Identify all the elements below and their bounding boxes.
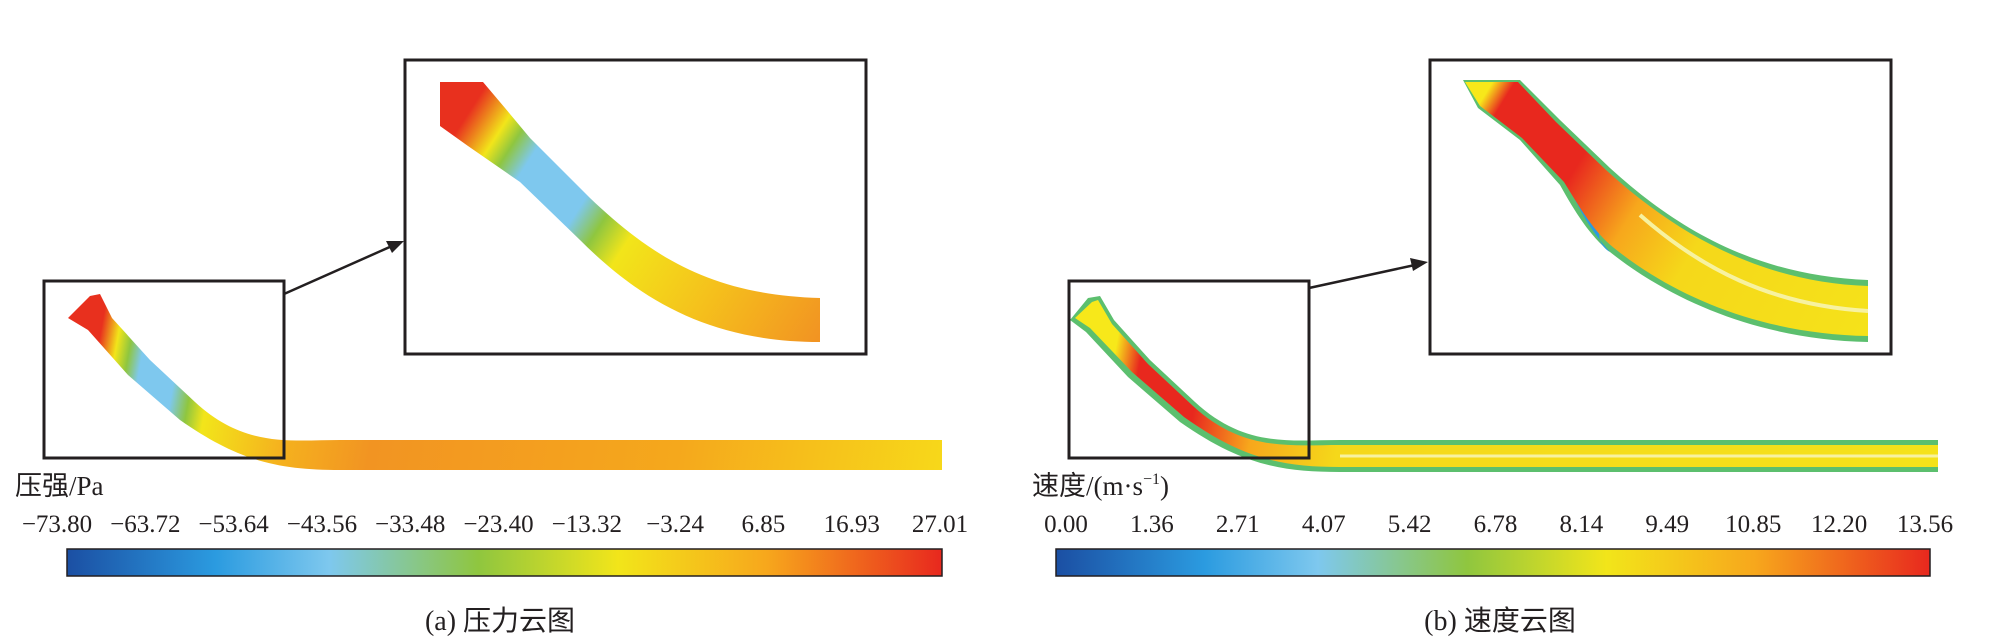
panel-b: 速度/(m·s−1) 0.00 1.36 2.71 4.07 5.42 6.78 8.14 9… <box>1032 58 1953 637</box>
pressure-tick-label: −23.40 <box>463 511 533 538</box>
zoom-arrow-b <box>1308 263 1416 290</box>
unit-label-b: 速度/(m·s−1) <box>1032 471 1169 501</box>
zoom-arrow-a <box>283 244 393 296</box>
zoom-source-box-b <box>1067 279 1311 460</box>
colorbar-b <box>1055 548 1931 577</box>
pressure-tick-label: 27.01 <box>912 511 968 538</box>
panel-a: 压强/Pa −73.80 −63.72 −53.64 −43.56 −33.48 −23.… <box>15 58 968 637</box>
velocity-tick-label: 0.00 <box>1044 511 1088 538</box>
velocity-tick-label: 6.78 <box>1474 511 1518 538</box>
velocity-tick-label: 10.85 <box>1725 511 1781 538</box>
colorbar-ticks-b: 0.00 1.36 2.71 4.07 5.42 6.78 8.14 9.49 10.85 12.… <box>1044 511 1953 538</box>
pressure-tick-label: −73.80 <box>22 511 92 538</box>
velocity-tick-label: 2.71 <box>1216 511 1260 538</box>
pressure-tick-label: −3.24 <box>646 511 704 538</box>
pressure-tick-label: −43.56 <box>287 511 357 538</box>
velocity-tick-label: 12.20 <box>1811 511 1867 538</box>
velocity-tick-label: 4.07 <box>1302 511 1346 538</box>
velocity-tick-label: 13.56 <box>1897 511 1953 538</box>
velocity-pipe <box>1070 296 1938 472</box>
velocity-tick-label: 8.14 <box>1560 511 1604 538</box>
pressure-tick-label: 6.85 <box>742 511 786 538</box>
velocity-tick-label: 9.49 <box>1645 511 1689 538</box>
pressure-tick-label: −33.48 <box>375 511 445 538</box>
pressure-pipe <box>68 294 942 470</box>
pressure-tick-label: −53.64 <box>198 511 269 538</box>
zoom-arrow-head-b <box>1410 258 1428 271</box>
pressure-pipe-zoom <box>440 82 820 342</box>
unit-label-a: 压强/Pa <box>15 471 104 501</box>
caption-b: (b) 速度云图 <box>1424 605 1576 637</box>
velocity-tick-label: 1.36 <box>1130 511 1174 538</box>
pressure-tick-label: −63.72 <box>110 511 180 538</box>
pressure-tick-label: −13.32 <box>552 511 622 538</box>
caption-a: (a) 压力云图 <box>425 605 575 637</box>
colorbar-a <box>66 548 943 577</box>
velocity-pipe-zoom <box>1463 80 1869 342</box>
colorbar-ticks-a: −73.80 −63.72 −53.64 −43.56 −33.48 −23.40 −13.… <box>22 511 968 538</box>
velocity-tick-label: 5.42 <box>1388 511 1432 538</box>
zoom-arrow-head-a <box>386 241 404 253</box>
zoom-source-box-a <box>42 279 286 460</box>
pressure-tick-label: 16.93 <box>824 511 880 538</box>
